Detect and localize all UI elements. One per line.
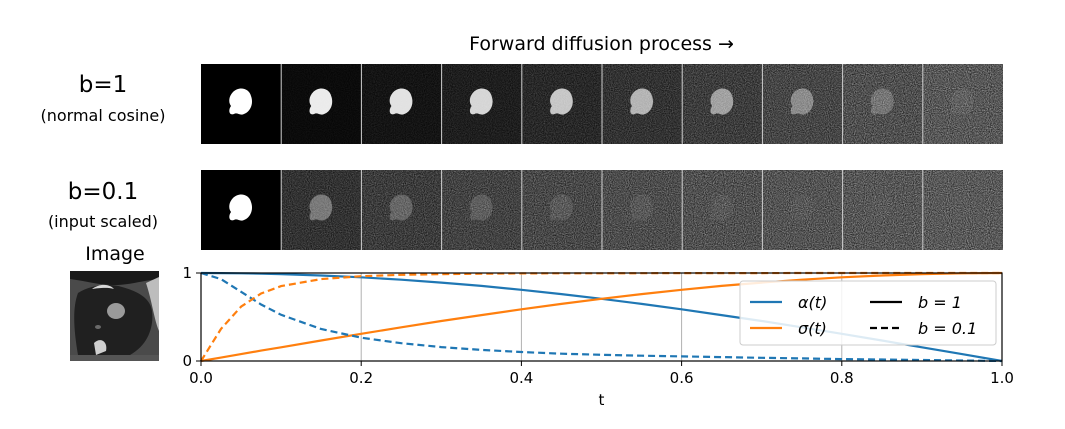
row1-subtitle: (normal cosine) [40,106,166,125]
y-tick-label: 0 [182,352,192,370]
diffusion-frame [360,64,442,144]
row1-title: b=1 [78,72,128,98]
strip-row-b01 [201,170,1003,250]
x-axis-label: t [599,391,605,409]
legend-label: α(t) [798,293,827,312]
row2-subtitle: (input scaled) [47,212,159,231]
legend: α(t) σ(t) b = 1 b = 0.1 [739,280,997,346]
x-tick-label: 0.2 [349,369,373,387]
diffusion-frame [761,64,843,144]
axes-frame [200,272,1003,362]
diffusion-frame [521,170,602,250]
figure-title: Forward diffusion process → [469,33,734,55]
diffusion-frame [601,170,683,250]
diffusion-frame [201,64,282,144]
diffusion-frame [681,170,763,250]
legend-label: b = 0.1 [918,319,977,338]
x-tick-label: 0.8 [830,369,854,387]
diffusion-frame [922,170,1003,250]
diffusion-frame [681,64,763,144]
diffusion-strips [201,64,1003,250]
ct-image [70,271,159,361]
row2-title: b=0.1 [67,179,139,205]
y-axis-ticks: 01 [182,264,201,370]
x-axis-ticks: 0.0 0.2 0.4 0.6 0.8 1.0 [189,361,1014,387]
legend-box [739,280,997,346]
y-tick-label: 1 [182,264,192,282]
image-label: Image [85,243,145,265]
diffusion-frame [761,170,843,250]
diffusion-frame [280,170,362,250]
x-tick-label: 0.6 [670,369,694,387]
series-line [200,271,1003,363]
x-tick-label: 0.4 [509,369,533,387]
diffusion-frame [201,170,282,250]
diffusion-frame [360,170,442,250]
diffusion-frame [842,170,923,250]
diffusion-frame [922,64,1003,144]
diffusion-frame [280,64,362,144]
strip-row-b1 [201,64,1003,144]
diffusion-frame [441,170,522,250]
legend-label: σ(t) [798,319,827,338]
series-line [200,271,1003,363]
x-tick-label: 1.0 [990,369,1014,387]
diffusion-frame [601,64,683,144]
x-tick-label: 0.0 [189,369,213,387]
diffusion-frame [521,64,602,144]
legend-label: b = 1 [918,293,962,312]
diffusion-frame [842,64,923,144]
diffusion-frame [441,64,522,144]
